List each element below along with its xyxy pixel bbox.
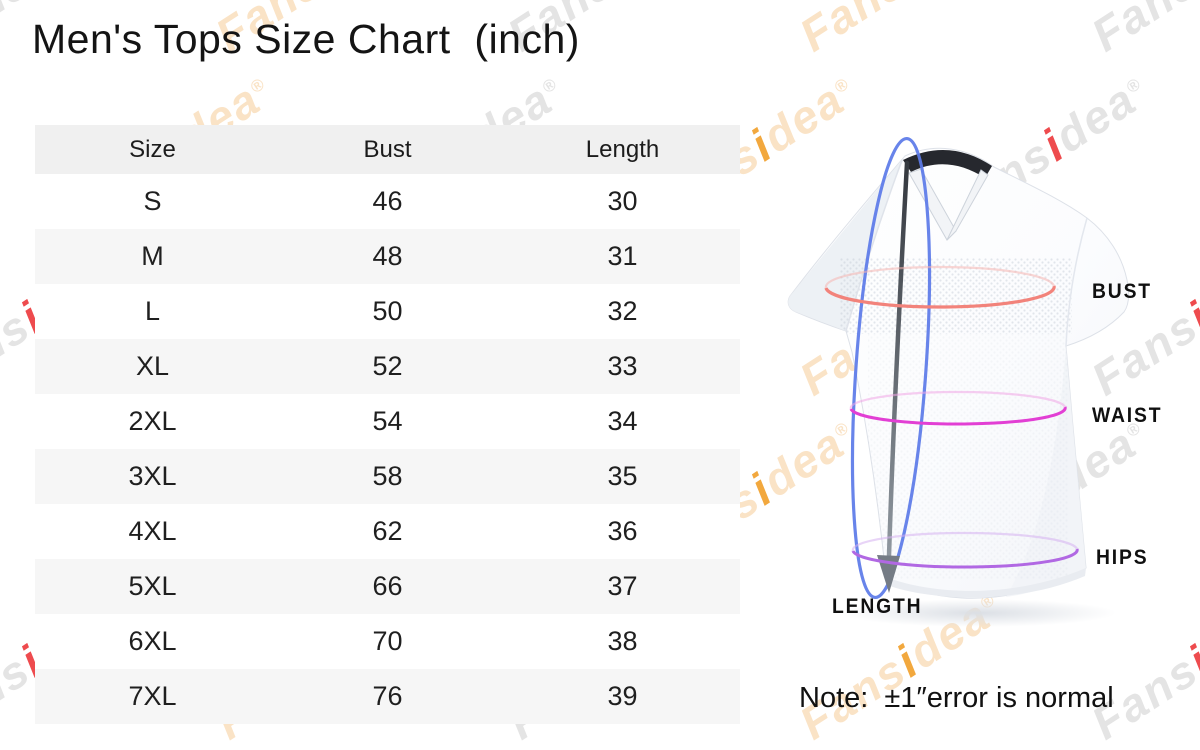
cell-bust: 52 — [270, 339, 505, 394]
left-sleeve-shade2 — [788, 156, 905, 331]
column-header: Bust — [270, 125, 505, 174]
cell-bust: 58 — [270, 449, 505, 504]
table-row: M 48 31 — [35, 229, 740, 284]
table-row: 2XL 54 34 — [35, 394, 740, 449]
table-row: S 46 30 — [35, 174, 740, 229]
cell-size: L — [35, 284, 270, 339]
cell-size: M — [35, 229, 270, 284]
cell-bust: 76 — [270, 669, 505, 724]
cell-size: 6XL — [35, 614, 270, 669]
length-label: LENGTH — [832, 595, 923, 618]
cell-bust: 50 — [270, 284, 505, 339]
table-row: 4XL 62 36 — [35, 504, 740, 559]
cell-size: 2XL — [35, 394, 270, 449]
cell-size: 4XL — [35, 504, 270, 559]
column-header: Size — [35, 125, 270, 174]
cell-length: 37 — [505, 559, 740, 614]
ground-shadow — [840, 599, 1116, 627]
cell-bust: 46 — [270, 174, 505, 229]
hips-line-back — [851, 531, 1079, 552]
table-row: 6XL 70 38 — [35, 614, 740, 669]
length-loop-line — [850, 136, 932, 600]
collar-band — [903, 149, 992, 178]
watermark-text: Fansidea® — [1082, 0, 1200, 62]
cell-length: 32 — [505, 284, 740, 339]
column-header: Length — [505, 125, 740, 174]
table-row: 5XL 66 37 — [35, 559, 740, 614]
cell-length: 36 — [505, 504, 740, 559]
cell-size: 3XL — [35, 449, 270, 504]
waist-line — [849, 406, 1067, 426]
table-row: 3XL 58 35 — [35, 449, 740, 504]
cell-bust: 66 — [270, 559, 505, 614]
hips-line — [851, 548, 1079, 569]
vneck-right-trim — [946, 169, 989, 241]
bust-label: BUST — [1092, 280, 1152, 303]
cell-size: 5XL — [35, 559, 270, 614]
note-text: Note: ±1″error is normal — [799, 682, 1114, 714]
waist-line-back — [849, 390, 1067, 410]
size-table-header-row: Size Bust Length — [35, 125, 740, 174]
cell-size: XL — [35, 339, 270, 394]
cell-bust: 62 — [270, 504, 505, 559]
cell-length: 34 — [505, 394, 740, 449]
table-row: XL 52 33 — [35, 339, 740, 394]
cell-length: 30 — [505, 174, 740, 229]
cell-size: S — [35, 174, 270, 229]
bust-line — [824, 285, 1056, 309]
cell-bust: 48 — [270, 229, 505, 284]
left-sleeve-seam — [845, 159, 903, 332]
hem-fold — [886, 568, 1086, 598]
cell-length: 38 — [505, 614, 740, 669]
hips-label: HIPS — [1096, 546, 1149, 569]
cell-size: 7XL — [35, 669, 270, 724]
size-chart-table: Size Bust Length S 46 30 M 48 31 L 50 32 X… — [35, 125, 740, 724]
cell-bust: 70 — [270, 614, 505, 669]
size-table-body: S 46 30 M 48 31 L 50 32 XL 52 33 2XL 54 … — [35, 174, 740, 724]
waist-label: WAIST — [1092, 404, 1163, 427]
tshirt-diagram — [787, 136, 1130, 627]
cell-length: 39 — [505, 669, 740, 724]
watermark-text: Fansidea® — [790, 0, 916, 62]
cell-bust: 54 — [270, 394, 505, 449]
table-row: 7XL 76 39 — [35, 669, 740, 724]
page-title: Men's Tops Size Chart (inch) — [32, 16, 580, 62]
bust-line-back — [824, 265, 1056, 289]
right-sleeve-seam — [1065, 217, 1088, 347]
cell-length: 31 — [505, 229, 740, 284]
length-arrow-shaft — [886, 160, 910, 559]
cell-length: 35 — [505, 449, 740, 504]
cell-length: 33 — [505, 339, 740, 394]
table-row: L 50 32 — [35, 284, 740, 339]
